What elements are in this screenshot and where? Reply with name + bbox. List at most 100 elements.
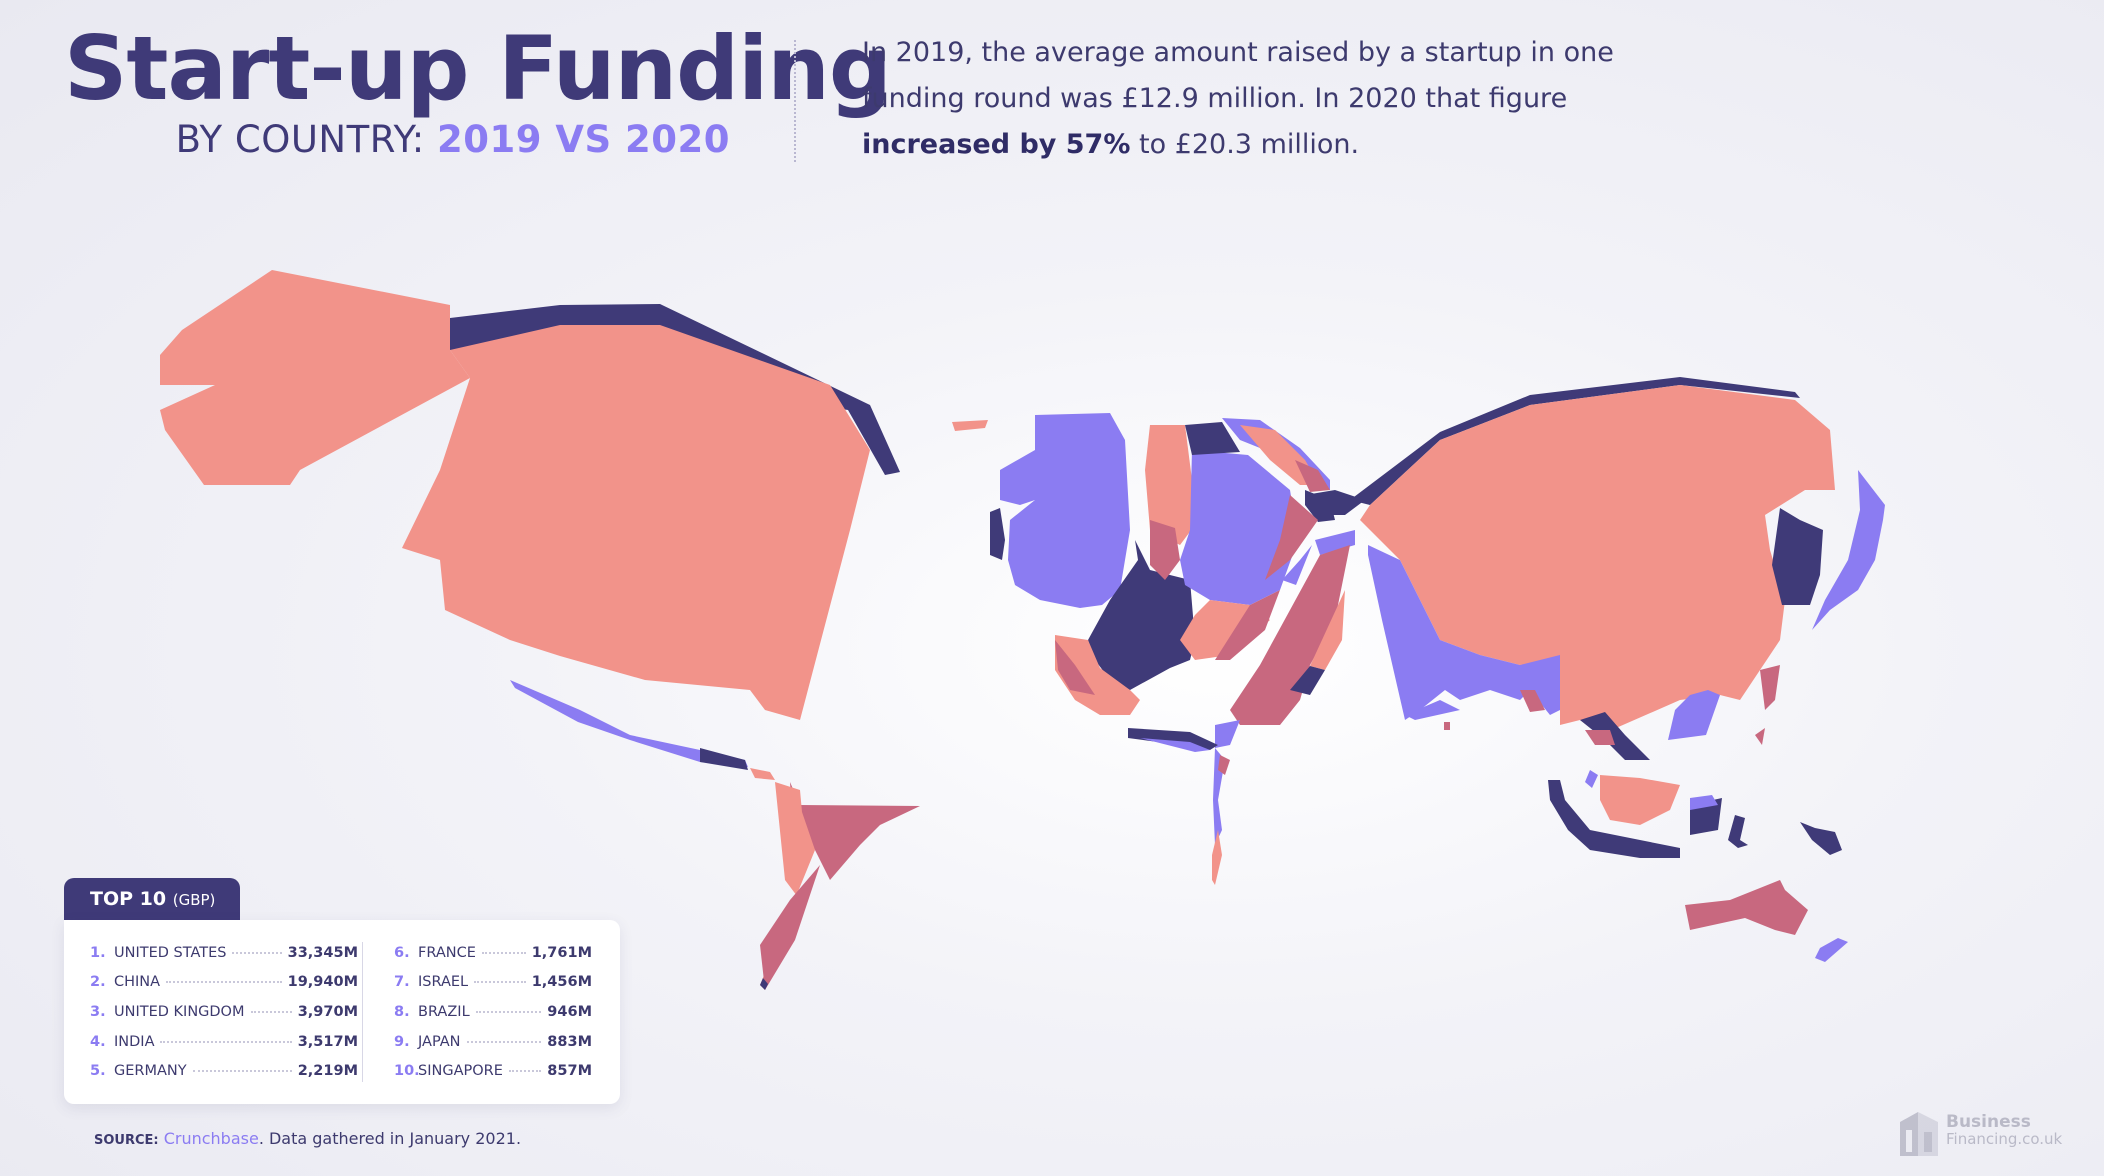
korea-navy	[1772, 508, 1823, 605]
building-icon	[1900, 1112, 1938, 1156]
top10-tab-unit: (GBP)	[172, 891, 216, 909]
uk-region	[1000, 413, 1130, 608]
med-lavender-1	[1282, 545, 1312, 585]
france-region	[1088, 540, 1195, 690]
source-link[interactable]: Crunchbase	[163, 1129, 259, 1148]
country-label: UNITED STATES	[114, 944, 227, 961]
top10-column-2: 6. FRANCE 1,761M 7. ISRAEL 1,456M 8. BRAZIL 94…	[394, 938, 592, 1086]
sumatra-navy	[1548, 780, 1680, 858]
indochina-rose	[1585, 730, 1615, 745]
usa-canada-region	[402, 325, 870, 720]
dotted-leader	[474, 981, 526, 984]
china-region	[1360, 385, 1835, 735]
rank-label: 6.	[394, 944, 410, 961]
page-title: Start-up Funding	[64, 17, 892, 120]
india-dot-rose	[1444, 722, 1450, 730]
iberia-rose	[1055, 640, 1095, 695]
indonesia-east-navy	[1728, 815, 1748, 848]
top10-row: 8. BRAZIL 946M	[394, 997, 592, 1027]
country-label: GERMANY	[114, 1063, 187, 1080]
top10-row: 7. ISRAEL 1,456M	[394, 968, 592, 998]
central-europe-rose	[1265, 495, 1318, 580]
country-label: INDIA	[114, 1033, 155, 1050]
header-divider	[794, 40, 796, 162]
caucasus-navy	[1305, 490, 1365, 515]
south-america-tip-rose	[760, 865, 820, 990]
top10-row: 10. SINGAPORE 857M	[394, 1056, 592, 1086]
dotted-leader	[160, 1040, 292, 1043]
logo-line-1: Business	[1946, 1112, 2031, 1132]
asia	[1305, 377, 1885, 858]
rank-label: 1.	[90, 944, 106, 961]
israel-region	[1230, 545, 1350, 725]
intro-text-1: In 2019, the average amount raised by a …	[862, 37, 1614, 114]
top10-row: 6. FRANCE 1,761M	[394, 938, 592, 968]
funding-value: 2,219M	[297, 1063, 358, 1080]
top10-tab-label: TOP 10	[90, 888, 167, 910]
russia-shadow	[1350, 377, 1800, 505]
japan-region	[1812, 470, 1885, 630]
benelux-rose	[1150, 520, 1180, 580]
germany-region	[1180, 450, 1298, 605]
middle-east-navy	[1290, 666, 1325, 695]
top10-row: 5. GERMANY 2,219M	[90, 1056, 358, 1086]
funding-value: 883M	[547, 1033, 592, 1050]
rank-label: 9.	[394, 1033, 410, 1050]
south-africa-strip	[1212, 830, 1222, 885]
caribbean-salmon	[750, 768, 775, 780]
middle-east-salmon	[1310, 590, 1345, 670]
med-lavender-2	[1315, 530, 1355, 555]
finland-rose	[1295, 460, 1330, 492]
country-label: BRAZIL	[418, 1003, 470, 1020]
ireland-shape	[990, 508, 1005, 560]
south-america-west	[760, 782, 815, 990]
africa-horn-lavender	[1140, 738, 1210, 752]
dotted-leader	[232, 951, 282, 954]
india-region	[1368, 545, 1560, 720]
page-subtitle: BY COUNTRY: 2019 VS 2020	[176, 118, 730, 161]
country-label: ISRAEL	[418, 974, 469, 991]
rank-label: 8.	[394, 1003, 410, 1020]
country-label: CHINA	[114, 974, 161, 991]
benelux-salmon	[1145, 425, 1195, 545]
funding-value: 3,970M	[297, 1003, 358, 1020]
funding-value: 3,517M	[297, 1033, 358, 1050]
intro-paragraph: In 2019, the average amount raised by a …	[862, 30, 1682, 168]
rank-label: 7.	[394, 974, 410, 991]
brazil-region	[790, 782, 920, 880]
vietnam-lavender	[1668, 690, 1720, 740]
scandinavia-navy	[1185, 422, 1240, 455]
indochina-navy	[1580, 712, 1650, 760]
central-america-navy	[700, 748, 748, 770]
australia-region	[1685, 880, 1808, 935]
funding-value: 857M	[547, 1063, 592, 1080]
top10-row: 9. JAPAN 883M	[394, 1027, 592, 1057]
new-zealand-lavender	[1815, 938, 1848, 962]
dotted-leader	[192, 1070, 292, 1073]
iceland-shape	[952, 420, 988, 431]
rank-label: 5.	[90, 1063, 106, 1080]
spain-region	[1055, 635, 1140, 715]
top10-card: 1. UNITED STATES 33,345M 2. CHINA 19,940M 3.…	[64, 920, 620, 1104]
top10-column-1: 1. UNITED STATES 33,345M 2. CHINA 19,940M 3.…	[90, 938, 358, 1086]
south-america	[760, 782, 920, 990]
dotted-leader	[466, 1040, 542, 1043]
country-label: JAPAN	[418, 1033, 461, 1050]
source-label: SOURCE:	[94, 1133, 159, 1148]
top10-row: 4. INDIA 3,517M	[90, 1027, 358, 1057]
country-label: SINGAPORE	[418, 1063, 503, 1080]
rank-label: 2.	[90, 974, 106, 991]
east-africa-lavender	[1215, 720, 1240, 748]
column-divider	[362, 942, 363, 1082]
oceania	[1685, 880, 1848, 962]
source-note: SOURCE: Crunchbase. Data gathered in Jan…	[94, 1129, 521, 1148]
north-america	[160, 270, 900, 780]
logo-line-2: Financing.co.uk	[1946, 1130, 2063, 1148]
dotted-leader	[481, 951, 526, 954]
rank-label: 4.	[90, 1033, 106, 1050]
africa-horn-navy	[1128, 728, 1218, 750]
singapore-lavender	[1585, 770, 1598, 788]
europe	[952, 413, 1355, 715]
rank-label: 10.	[394, 1063, 420, 1080]
